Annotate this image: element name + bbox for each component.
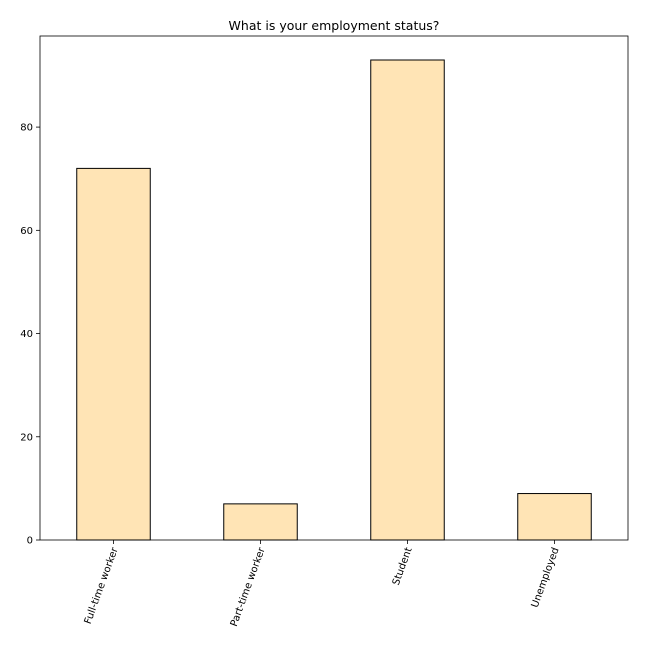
y-tick-label: 80 <box>20 123 33 134</box>
y-tick-label: 20 <box>20 432 33 443</box>
bar <box>517 493 592 541</box>
y-tick-label: 60 <box>20 226 33 237</box>
bars-layer <box>76 59 592 541</box>
y-tick-label: 40 <box>20 329 33 340</box>
y-tick-label: 0 <box>27 536 33 547</box>
bar <box>223 503 298 541</box>
plot-area-frame <box>39 35 629 541</box>
chart-title: What is your employment status? <box>229 18 440 33</box>
bar <box>370 59 445 541</box>
bar <box>76 167 151 541</box>
